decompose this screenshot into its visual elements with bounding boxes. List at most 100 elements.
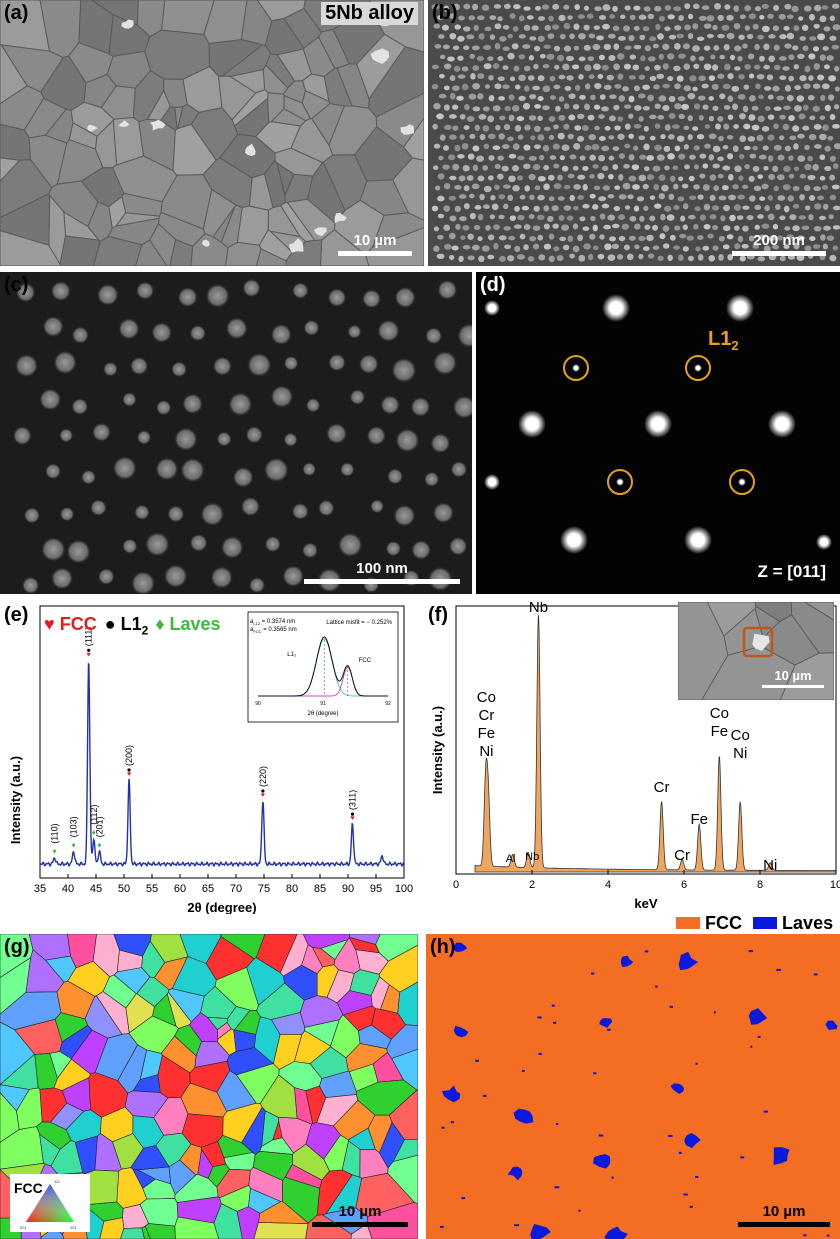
- orientation-grain: [349, 934, 381, 945]
- precipitate-dot: [443, 145, 450, 151]
- scale-bar-c-text: 100 nm: [356, 560, 408, 577]
- l12-particle: [181, 393, 204, 415]
- l12-particle: [173, 427, 199, 452]
- precipitate-dot: [834, 65, 840, 72]
- x-tick-label: 50: [118, 883, 130, 895]
- x-tick-label: 60: [174, 883, 186, 895]
- l12-particle: [177, 286, 198, 308]
- precipitate-dot: [573, 23, 580, 30]
- precipitate-dot: [523, 6, 531, 11]
- fundamental-spot: [560, 526, 588, 554]
- precipitate-dot: [628, 133, 634, 139]
- zone-axis-label: Z = [011]: [757, 562, 826, 581]
- precipitate-dot: [449, 32, 457, 40]
- grain: [282, 80, 306, 104]
- precipitate-dot: [519, 233, 526, 240]
- precipitate-dot: [618, 153, 626, 160]
- precipitate-dot: [708, 115, 715, 122]
- precipitate-dot: [613, 43, 620, 51]
- l12-particle: [394, 427, 420, 453]
- x-tick-label: 95: [370, 883, 382, 895]
- l12-particle: [432, 501, 455, 524]
- precipitate-dot: [536, 214, 545, 221]
- precipitate-dot: [809, 236, 816, 242]
- precipitate-dot: [734, 242, 741, 250]
- precipitate-dot: [558, 114, 566, 121]
- precipitate-dot: [437, 195, 445, 202]
- precipitate-dot: [586, 13, 594, 19]
- l12-particle: [44, 463, 62, 480]
- precipitate-dot: [601, 203, 610, 209]
- precipitate-dot: [592, 224, 598, 232]
- l12-particle: [14, 353, 39, 378]
- l12-particle: [437, 279, 458, 301]
- precipitate-dot: [499, 255, 506, 262]
- l12-particle: [210, 565, 234, 590]
- precipitate-dot: [598, 154, 606, 162]
- precipitate-dot: [629, 215, 637, 222]
- scale-bar-c: 100 nm: [304, 560, 460, 584]
- precipitate-dot: [581, 124, 589, 132]
- precipitate-dot: [582, 165, 589, 171]
- precipitate-dot: [654, 144, 662, 151]
- grain: [274, 147, 324, 177]
- precipitate-dot: [558, 96, 565, 102]
- precipitate-dot: [768, 34, 776, 39]
- precipitate-dot: [470, 73, 476, 80]
- precipitate-dot: [494, 42, 501, 50]
- precipitate-dot: [733, 204, 741, 211]
- precipitate-dot: [817, 33, 826, 41]
- precipitate-dot: [528, 155, 537, 161]
- precipitate-dot: [654, 103, 661, 110]
- precipitate-dot: [552, 223, 559, 229]
- panel-f-eds-chart: 0 2 4 6 8 10 keV Intensity (a.u.) Co Cr Fe Ni Al Nb Nb…: [424, 602, 840, 914]
- precipitate-dot: [778, 135, 785, 141]
- precipitate-dot: [494, 23, 502, 30]
- l12-particle: [264, 535, 282, 553]
- precipitate-dot: [706, 33, 714, 39]
- precipitate-dot: [639, 215, 645, 222]
- precipitate-dot: [592, 245, 599, 251]
- precipitate-dot: [548, 15, 554, 22]
- orientation-grain: [92, 934, 120, 977]
- precipitate-dot: [452, 104, 459, 110]
- panel-d-diffraction: (d) L12 Z = [011]: [476, 272, 840, 594]
- precipitate-dot: [633, 5, 641, 11]
- precipitate-dot: [751, 124, 760, 131]
- inset-lattice-a-fcc: aFCC = 0.3565 nm: [250, 627, 297, 634]
- precipitate-dot: [689, 154, 696, 160]
- precipitate-dot: [606, 74, 615, 81]
- precipitate-dot: [744, 64, 751, 70]
- precipitate-dot: [662, 243, 670, 249]
- laves-speck: [514, 1224, 520, 1227]
- precipitate-dot: [521, 205, 530, 211]
- laves-grain: [604, 1226, 628, 1239]
- precipitate-dot: [437, 173, 445, 180]
- precipitate-dot: [682, 246, 689, 252]
- precipitate-dot: [459, 134, 465, 140]
- precipitate-dot: [742, 205, 750, 210]
- panel-a-label: (a): [4, 2, 29, 24]
- l12-particle: [456, 323, 472, 349]
- x-tick-label: 85: [314, 883, 326, 895]
- grain: [264, 17, 305, 56]
- precipitate-dot: [798, 113, 806, 120]
- precipitate-dot: [701, 83, 709, 89]
- precipitate-dot: [585, 83, 591, 90]
- orientation-grain: [233, 1029, 257, 1052]
- precipitate-dot: [566, 55, 575, 62]
- precipitate-dot: [547, 174, 555, 181]
- fundamental-spot: [684, 526, 712, 554]
- precipitate-dot: [733, 5, 740, 12]
- precipitate-dot: [622, 182, 631, 190]
- precipitate-dot: [633, 85, 640, 92]
- precipitate-dot: [717, 14, 724, 22]
- precipitate-dot: [612, 164, 619, 170]
- precipitate-dot: [767, 213, 775, 221]
- l12-particle: [189, 533, 208, 553]
- precipitate-dot: [608, 54, 616, 61]
- precipitate-dot: [523, 65, 531, 72]
- precipitate-dot: [624, 143, 631, 149]
- precipitate-dot: [689, 75, 697, 82]
- xrd-chart: 35 40 45 50 55 60 65 70 75 80 85 90 95 100 2θ (degree)…: [8, 605, 413, 914]
